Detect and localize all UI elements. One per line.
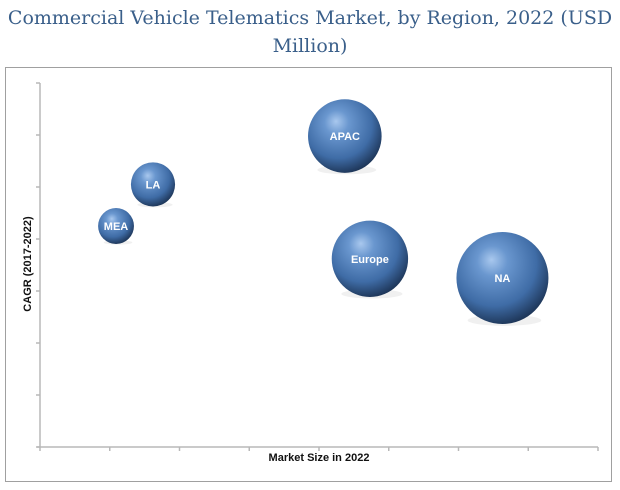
bubble-circle	[308, 99, 382, 173]
bubble-europe: Europe	[331, 220, 409, 299]
bubble-label: LA	[146, 179, 161, 191]
y-axis-label: CAGR (2017-2022)	[22, 216, 34, 312]
chart-title-line-2: Million)	[272, 35, 348, 57]
bubble-label: Europe	[351, 254, 389, 266]
bubble-circle	[456, 232, 549, 324]
plot-frame	[5, 67, 612, 482]
x-axis-label: Market Size in 2022	[269, 452, 370, 464]
bubble-circle	[130, 162, 176, 207]
bubble-mea: MEA	[98, 208, 134, 245]
bubble-na: NA	[456, 232, 549, 326]
bubble-label: NA	[494, 273, 510, 285]
bubble-la: LA	[130, 162, 176, 208]
bubble-circle	[98, 208, 134, 244]
bubble-apac: APAC	[308, 99, 382, 175]
bubble-label: MEA	[104, 221, 129, 233]
bubble-circle	[331, 220, 409, 297]
chart-title: Commercial Vehicle Telematics Market, by…	[0, 4, 620, 60]
bubble-label: APAC	[330, 131, 360, 143]
chart-title-line-1: Commercial Vehicle Telematics Market, by…	[7, 7, 613, 29]
